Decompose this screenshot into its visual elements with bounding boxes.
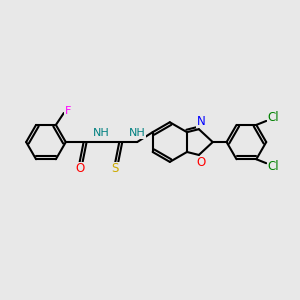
Text: O: O	[196, 156, 206, 170]
Text: NH: NH	[93, 128, 110, 138]
Text: F: F	[64, 106, 71, 116]
Text: N: N	[196, 115, 205, 128]
Text: O: O	[75, 162, 84, 175]
Text: Cl: Cl	[267, 112, 279, 124]
Text: Cl: Cl	[267, 160, 279, 173]
Text: S: S	[112, 162, 119, 175]
Text: NH: NH	[129, 128, 146, 138]
